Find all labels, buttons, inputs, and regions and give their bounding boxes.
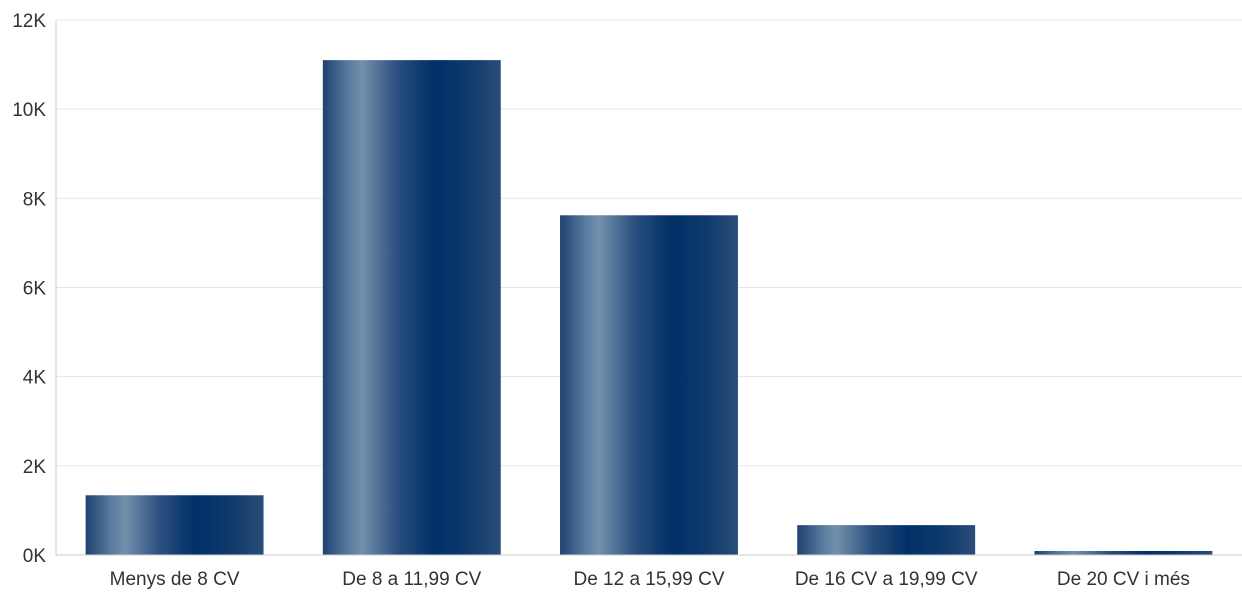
y-tick-label: 0K [23, 546, 47, 567]
bar[interactable] [85, 495, 264, 555]
y-axis-ticks: 0K 2K 4K 6K 8K 10K 12K [12, 11, 46, 567]
bar[interactable] [1034, 550, 1213, 555]
x-category-label: De 12 a 15,99 CV [573, 569, 724, 590]
x-category-label: De 8 a 11,99 CV [342, 569, 481, 590]
y-tick-label: 10K [12, 100, 46, 121]
y-tick-label: 6K [23, 279, 47, 300]
y-tick-label: 4K [23, 368, 47, 389]
axes [55, 20, 1242, 556]
y-tick-label: 8K [23, 189, 47, 210]
x-axis-labels: Menys de 8 CV De 8 a 11,99 CV De 12 a 15,9… [110, 569, 1190, 590]
x-category-label: De 16 CV a 19,99 CV [795, 569, 978, 590]
y-tick-label: 2K [23, 457, 47, 478]
y-tick-label: 12K [12, 11, 46, 32]
x-category-label: De 20 CV i més [1057, 569, 1190, 590]
bars [85, 60, 1213, 555]
bar[interactable] [322, 60, 501, 555]
bar[interactable] [797, 525, 976, 555]
bar[interactable] [560, 215, 738, 555]
x-category-label: Menys de 8 CV [110, 569, 240, 590]
